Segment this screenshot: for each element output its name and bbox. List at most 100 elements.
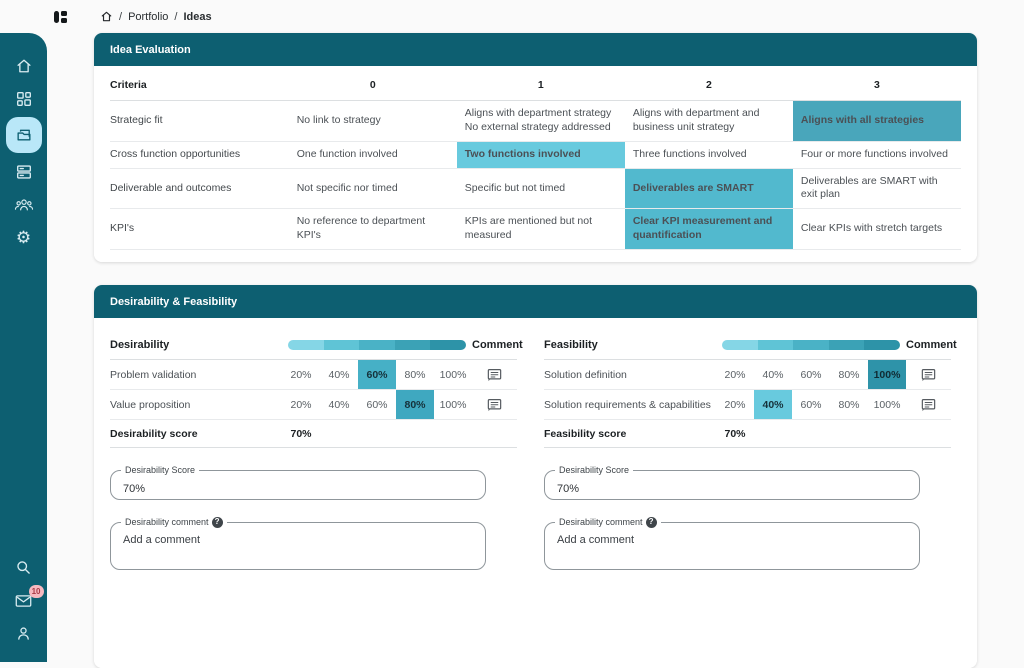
score-cell[interactable]: Aligns with department and business unit… [624, 100, 793, 142]
messages-count-badge: 10 [28, 585, 44, 598]
breadcrumb: / Portfolio / Ideas [94, 0, 977, 33]
score-cell[interactable]: Not specific nor timed [288, 168, 457, 210]
percent-option-selected[interactable]: 60% [358, 360, 396, 390]
idea-evaluation-header: Idea Evaluation [94, 33, 977, 66]
score-cell[interactable]: Clear KPIs with stretch targets [792, 208, 961, 251]
help-icon[interactable]: ? [211, 516, 223, 528]
percent-option[interactable]: 20% [290, 398, 312, 411]
percent-option[interactable]: 60% [800, 398, 822, 411]
backlog-icon [16, 164, 31, 179]
score-label: Feasibility score [544, 427, 627, 440]
panel-title: Desirability & Feasibility [110, 295, 238, 308]
percent-option[interactable]: 60% [800, 368, 822, 381]
desirability-feasibility-panel: Desirability & Feasibility Desirability … [94, 285, 977, 668]
gradient-segment [864, 339, 900, 350]
comment-button[interactable] [472, 360, 517, 389]
table-row: Strategic fit No link to strategy Aligns… [110, 100, 961, 142]
percent-option[interactable]: 100% [873, 398, 901, 411]
evaluation-header-row: Criteria 0 1 2 3 [110, 66, 961, 101]
score-cell-selected[interactable]: Deliverables are SMART [624, 168, 793, 210]
sidebar-item-portfolio[interactable] [5, 117, 42, 153]
score-cell[interactable]: No link to strategy [288, 100, 457, 142]
help-icon[interactable]: ? [645, 516, 657, 528]
sidebar-item-dashboard[interactable] [6, 82, 42, 115]
comment-button[interactable] [906, 360, 951, 389]
score-value: 70% [290, 427, 312, 440]
breadcrumb-home-icon[interactable] [100, 10, 113, 23]
gradient-segment [430, 339, 466, 350]
breadcrumb-item-portfolio[interactable]: Portfolio [128, 10, 169, 23]
percent-option[interactable]: 80% [838, 368, 860, 381]
percent-option[interactable]: 40% [328, 368, 350, 381]
gradient-segment [722, 339, 758, 350]
sidebar: ⚙ 10 [0, 33, 47, 662]
table-row: Problem validation 20% 40% 60% 80% 100% [110, 360, 517, 391]
logo-square-bottom [61, 18, 67, 23]
breadcrumb-item-ideas: Ideas [183, 10, 212, 23]
feasibility-comment-input[interactable] [545, 523, 919, 570]
score-cell[interactable]: Three functions involved [624, 141, 793, 169]
teams-icon [14, 199, 33, 211]
score-cell-selected[interactable]: Clear KPI measurement and quantification [624, 208, 793, 251]
evaluation-table: Criteria 0 1 2 3 Strategic fit No link t… [110, 66, 961, 251]
dashboard-icon [16, 91, 31, 106]
percent-option[interactable]: 60% [366, 398, 388, 411]
breadcrumb-separator: / [119, 10, 123, 23]
percent-option[interactable]: 80% [404, 368, 426, 381]
score-cell-selected[interactable]: Aligns with all strategies [792, 100, 961, 142]
feasibility-score-row: Feasibility score 70% [544, 420, 951, 449]
percent-option-selected[interactable]: 80% [396, 390, 434, 420]
percent-option[interactable]: 40% [328, 398, 350, 411]
desirability-comment-input[interactable] [111, 523, 485, 570]
desirability-comment-field: Desirability comment? [110, 516, 486, 571]
table-row: Solution definition 20% 40% 60% 80% 100% [544, 360, 951, 391]
percent-option[interactable]: 20% [290, 368, 312, 381]
scale-gradient-bar [288, 339, 466, 350]
desirability-column: Desirability Comment Problem validation … [110, 330, 523, 668]
feasibility-table-header: Feasibility Comment [544, 330, 957, 361]
percent-option-selected[interactable]: 40% [754, 390, 792, 420]
percent-option[interactable]: 20% [724, 368, 746, 381]
comment-column-header: Comment [472, 338, 523, 351]
score-cell[interactable]: Deliverables are SMART with exit plan [792, 168, 961, 210]
percent-option-selected[interactable]: 100% [868, 360, 906, 390]
feasibility-score-field: Desirability Score [544, 464, 920, 501]
gradient-segment [757, 339, 794, 350]
comment-button[interactable] [472, 390, 517, 419]
feasibility-column: Feasibility Comment Solution definition … [544, 330, 957, 668]
table-row: Cross function opportunities One functio… [110, 141, 961, 169]
sidebar-item-settings[interactable]: ⚙ [6, 221, 42, 254]
sidebar-item-messages[interactable]: 10 [6, 584, 44, 617]
column-header-1: 1 [456, 66, 625, 101]
gradient-segment [394, 339, 431, 350]
score-cell[interactable]: No reference to department KPI's [288, 208, 457, 251]
percent-option[interactable]: 20% [724, 398, 746, 411]
sidebar-item-backlog[interactable] [6, 155, 42, 188]
percent-option[interactable]: 40% [762, 368, 784, 381]
column-header-3: 3 [792, 66, 961, 101]
comment-column-header: Comment [906, 338, 957, 351]
sidebar-item-teams[interactable] [6, 188, 42, 221]
score-cell[interactable]: Specific but not timed [456, 168, 625, 210]
score-cell[interactable]: Four or more functions involved [792, 141, 961, 169]
field-label: Desirability Score [121, 464, 200, 477]
criteria-label: KPI's [110, 208, 289, 251]
field-label: Desirability comment? [555, 516, 661, 529]
comment-button[interactable] [906, 390, 951, 419]
score-cell[interactable]: One function involved [288, 141, 457, 169]
percent-option[interactable]: 100% [439, 398, 467, 411]
percent-option[interactable]: 100% [439, 368, 467, 381]
score-cell-selected[interactable]: Two functions involved [456, 141, 625, 169]
sidebar-item-account[interactable] [6, 617, 42, 650]
field-label: Desirability comment? [121, 516, 227, 529]
comment-icon [921, 398, 936, 411]
sidebar-item-search[interactable] [6, 551, 42, 584]
percent-option[interactable]: 80% [838, 398, 860, 411]
sidebar-item-home[interactable] [6, 49, 42, 82]
score-cell[interactable]: KPIs are mentioned but not measured [456, 208, 625, 251]
gradient-segment [828, 339, 865, 350]
score-cell[interactable]: Aligns with department strategy No exter… [456, 100, 625, 142]
main-content: / Portfolio / Ideas Idea Evaluation Crit… [94, 0, 977, 668]
table-row: KPI's No reference to department KPI's K… [110, 208, 961, 251]
criteria-label: Strategic fit [110, 100, 289, 142]
